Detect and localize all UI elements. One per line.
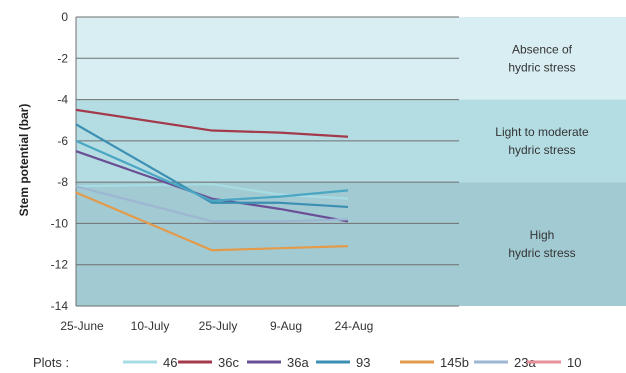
y-tick-label: -2 <box>57 51 68 65</box>
x-tick-label: 9-Aug <box>270 319 302 333</box>
legend-label: 93 <box>356 355 370 370</box>
x-tick-label: 25-June <box>60 319 104 333</box>
zone-label: High <box>530 228 555 242</box>
series-line-93 <box>75 123 349 209</box>
zone-label: hydric stress <box>508 60 575 74</box>
x-tick-label: 25-July <box>199 319 238 333</box>
series-line-46 <box>75 183 349 200</box>
x-tick-label: 24-Aug <box>335 319 374 333</box>
series-line-unlabeled <box>75 139 349 202</box>
legend-label: 46 <box>163 355 177 370</box>
legend-title: Plots : <box>33 355 69 370</box>
legend-label: 145b <box>440 355 469 370</box>
y-axis-ticks: 0 -2 -4 -6 -8 -10 -12 -14 <box>51 10 69 313</box>
series-line-145b <box>75 191 349 252</box>
zone-label: Absence of <box>512 42 573 56</box>
legend: Plots : 46 36c 36a 93 145b 23a 10 <box>33 355 581 370</box>
y-tick-label: -14 <box>51 299 69 313</box>
y-tick-label: -4 <box>57 93 68 107</box>
y-tick-label: -6 <box>57 134 68 148</box>
grid-lines <box>75 16 459 307</box>
legend-label: 36c <box>218 355 239 370</box>
series-line-36c <box>75 108 349 138</box>
legend-label: 10 <box>567 355 581 370</box>
zone-label: hydric stress <box>508 143 575 157</box>
legend-label: 23a <box>514 355 536 370</box>
legend-label: 36a <box>287 355 309 370</box>
x-axis-ticks: 25-June 10-July 25-July 9-Aug 24-Aug <box>60 319 373 333</box>
y-tick-label: -10 <box>51 216 69 230</box>
y-tick-label: -8 <box>57 175 68 189</box>
stress-zone <box>76 182 626 306</box>
zone-label: hydric stress <box>508 246 575 260</box>
zone-labels: Absence of hydric stress Light to moderate… <box>495 42 589 260</box>
y-tick-label: -12 <box>51 258 69 272</box>
zone-label: Light to moderate <box>495 125 589 139</box>
y-tick-label: 0 <box>61 10 68 24</box>
series-line-23a <box>75 185 349 223</box>
y-axis-label: Stem potential (bar) <box>17 104 31 217</box>
series-lines <box>75 108 349 252</box>
x-tick-label: 10-July <box>131 319 170 333</box>
